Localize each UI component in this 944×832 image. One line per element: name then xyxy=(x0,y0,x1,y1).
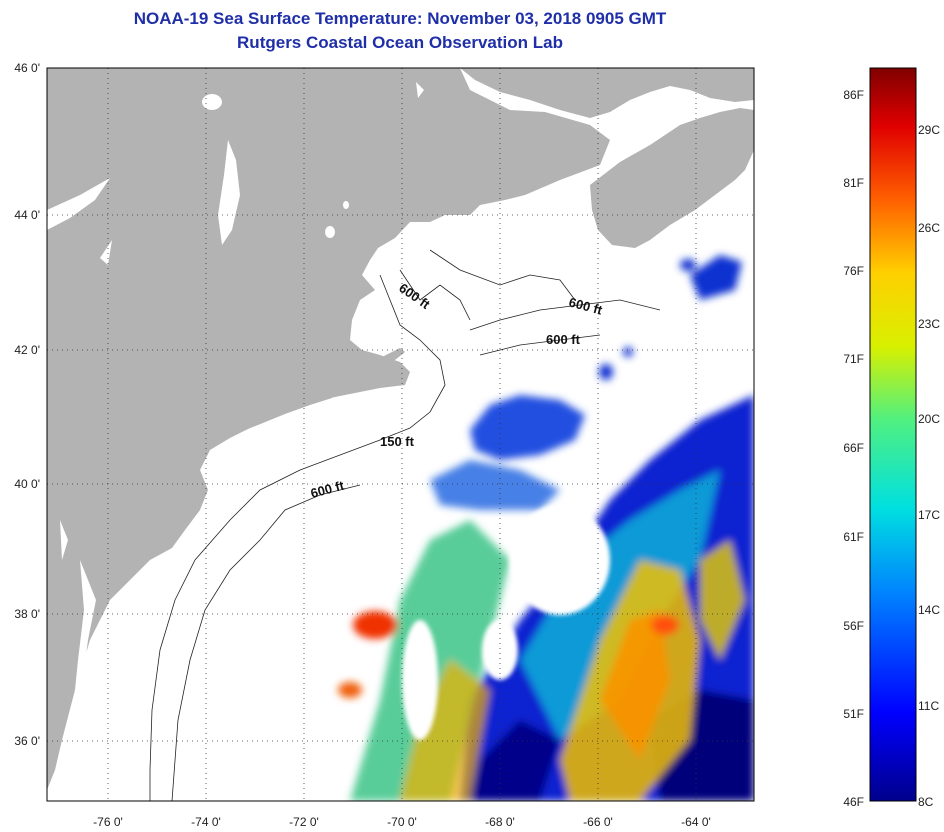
map-border xyxy=(46,67,755,802)
lon-label-70: -70 0' xyxy=(387,815,417,829)
isobath-label-150ft: 150 ft xyxy=(380,434,415,449)
colorbar-f-label: 61F xyxy=(843,530,864,544)
land-mass xyxy=(47,68,754,790)
longitude-axis: -76 0' -74 0' -72 0' -70 0' -68 0' -66 0… xyxy=(93,815,711,829)
colorbar-f-label: 66F xyxy=(843,441,864,455)
colorbar-f-label: 71F xyxy=(843,352,864,366)
lat-label-38: 38 0' xyxy=(14,607,40,621)
colorbar-f-label: 56F xyxy=(843,619,864,633)
map-subtitle: Rutgers Coastal Ocean Observation Lab xyxy=(237,33,563,52)
lat-label-36: 36 0' xyxy=(14,734,40,748)
lon-label-76: -76 0' xyxy=(93,815,123,829)
lon-label-74: -74 0' xyxy=(191,815,221,829)
sst-data xyxy=(338,255,754,801)
colorbar-gradient xyxy=(869,67,917,802)
colorbar-c-label: 29C xyxy=(918,123,940,137)
lakes xyxy=(47,82,424,720)
colorbar-c-label: 23C xyxy=(918,317,940,331)
colorbar-f-label: 46F xyxy=(843,795,864,809)
lat-label-40: 40 0' xyxy=(14,477,40,491)
lat-label-42: 42 0' xyxy=(14,343,40,357)
lat-label-44: 44 0' xyxy=(14,208,40,222)
latitude-axis: 46 0' 44 0' 42 0' 40 0' 38 0' 36 0' xyxy=(14,61,40,748)
lon-label-66: -66 0' xyxy=(583,815,613,829)
colorbar-c-label: 20C xyxy=(918,412,940,426)
lon-label-72: -72 0' xyxy=(289,815,319,829)
colorbar-f-label: 51F xyxy=(843,707,864,721)
colorbar-c-label: 8C xyxy=(918,795,934,809)
colorbar-f-label: 86F xyxy=(843,88,864,102)
graticule xyxy=(47,68,754,801)
temperature-colorbar: 86F 81F 76F 71F 66F 61F 56F 51F 46F 29C … xyxy=(843,67,940,809)
colorbar-c-label: 11C xyxy=(918,699,939,713)
lat-label-46: 46 0' xyxy=(14,61,40,75)
colorbar-c-label: 14C xyxy=(918,603,940,617)
colorbar-f-label: 81F xyxy=(843,176,864,190)
isobath-label-600ft-c: 600 ft xyxy=(546,332,581,347)
colorbar-c-label: 26C xyxy=(918,221,940,235)
lon-label-64: -64 0' xyxy=(681,815,711,829)
colorbar-f-label: 76F xyxy=(843,264,864,278)
isobath-contours xyxy=(149,249,661,801)
map-title: NOAA-19 Sea Surface Temperature: Novembe… xyxy=(133,9,667,28)
lon-label-68: -68 0' xyxy=(485,815,515,829)
colorbar-c-label: 17C xyxy=(918,508,940,522)
